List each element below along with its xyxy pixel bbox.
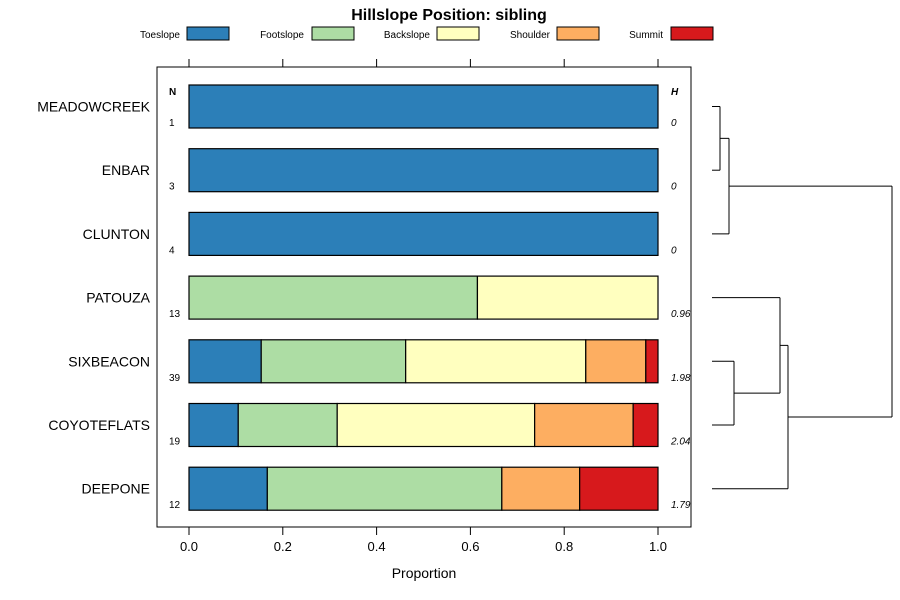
- n-value-coyoteflats: 19: [169, 437, 181, 448]
- row-label-enbar: ENBAR: [102, 162, 150, 178]
- n-value-sixbeacon: 39: [169, 373, 181, 384]
- bar-segment-deepone-toeslope: [188, 466, 268, 511]
- x-tick-label-3: 0.6: [461, 539, 479, 554]
- bar-segment-sixbeacon-backslope: [405, 339, 587, 384]
- bar-row-enbar: [188, 148, 659, 193]
- bar-segment-enbar-toeslope: [188, 148, 659, 193]
- bars: [188, 84, 659, 511]
- bar-segment-coyoteflats-shoulder: [534, 402, 634, 448]
- row-label-sixbeacon: SIXBEACON: [68, 353, 150, 369]
- h-value-deepone: 1.79: [671, 500, 691, 511]
- bar-segment-deepone-footslope: [266, 466, 503, 511]
- x-tick-label-5: 1.0: [649, 539, 667, 554]
- bar-segment-sixbeacon-toeslope: [188, 339, 262, 384]
- legend-swatch-shoulder: [556, 26, 600, 41]
- bar-segment-sixbeacon-footslope: [260, 339, 407, 384]
- bar-segment-patouza-backslope: [476, 275, 659, 320]
- legend-swatch-toeslope: [186, 26, 230, 41]
- bar-row-patouza: [188, 275, 659, 320]
- x-tick-label-2: 0.4: [368, 539, 386, 554]
- n-column-header: N: [169, 87, 176, 98]
- bar-row-sixbeacon: [188, 339, 659, 384]
- row-label-patouza: PATOUZA: [86, 290, 150, 306]
- bar-row-meadowcreek: [188, 84, 659, 129]
- h-value-coyoteflats: 2.04: [670, 437, 691, 448]
- x-axis: 0.0 0.2 0.4 0.6 0.8 1.0: [180, 59, 667, 554]
- bar-segment-clunton-toeslope: [188, 211, 659, 256]
- legend-swatch-backslope: [436, 26, 480, 41]
- legend-label-toeslope: Toeslope: [140, 30, 180, 41]
- n-value-meadowcreek: 1: [169, 118, 175, 129]
- row-label-coyoteflats: COYOTEFLATS: [48, 417, 150, 433]
- h-value-sixbeacon: 1.98: [671, 373, 691, 384]
- x-tick-label-4: 0.8: [555, 539, 573, 554]
- n-value-enbar: 3: [169, 182, 175, 193]
- bar-row-deepone: [188, 466, 659, 511]
- plot-frame: [156, 66, 692, 528]
- n-value-patouza: 13: [169, 309, 181, 320]
- bar-segment-sixbeacon-summit: [645, 339, 659, 384]
- legend-swatch-footslope: [311, 26, 355, 41]
- row-label-meadowcreek: MEADOWCREEK: [37, 99, 150, 115]
- h-value-patouza: 0.96: [671, 309, 691, 320]
- bar-row-coyoteflats: [188, 402, 659, 448]
- chart-title: Hillslope Position: sibling: [351, 7, 547, 24]
- legend-swatch-summit: [670, 26, 714, 41]
- row-label-clunton: CLUNTON: [83, 226, 150, 242]
- x-axis-title: Proportion: [392, 565, 457, 581]
- x-tick-label-0: 0.0: [180, 539, 198, 554]
- h-value-meadowcreek: 0: [671, 118, 677, 129]
- bar-segment-coyoteflats-summit: [632, 402, 659, 448]
- n-value-clunton: 4: [169, 245, 175, 256]
- bar-segment-coyoteflats-toeslope: [188, 402, 239, 448]
- legend: Toeslope Footslope Backslope Shoulder Summit: [140, 26, 714, 41]
- h-value-enbar: 0: [671, 182, 677, 193]
- h-value-clunton: 0: [671, 245, 677, 256]
- h-column-header: H: [671, 87, 679, 98]
- bar-row-clunton: [188, 211, 659, 256]
- dendrogram: [712, 106, 893, 490]
- legend-label-summit: Summit: [629, 30, 663, 41]
- row-label-deepone: DEEPONE: [82, 481, 150, 497]
- legend-label-footslope: Footslope: [260, 30, 304, 41]
- bar-segment-coyoteflats-footslope: [237, 402, 338, 448]
- bar-segment-sixbeacon-shoulder: [585, 339, 647, 384]
- bar-segment-meadowcreek-toeslope: [188, 84, 659, 129]
- bar-segment-deepone-summit: [579, 466, 659, 511]
- row-labels: MEADOWCREEK 1 0 ENBAR 3 0 CLUNTON 4 0 PATOUZA 13 0.…: [37, 99, 691, 512]
- bar-segment-patouza-footslope: [188, 275, 479, 320]
- n-value-deepone: 12: [169, 500, 181, 511]
- x-tick-label-1: 0.2: [274, 539, 292, 554]
- legend-label-backslope: Backslope: [384, 30, 431, 41]
- bar-segment-deepone-shoulder: [501, 466, 581, 511]
- bar-segment-coyoteflats-backslope: [336, 402, 536, 448]
- legend-label-shoulder: Shoulder: [510, 30, 551, 41]
